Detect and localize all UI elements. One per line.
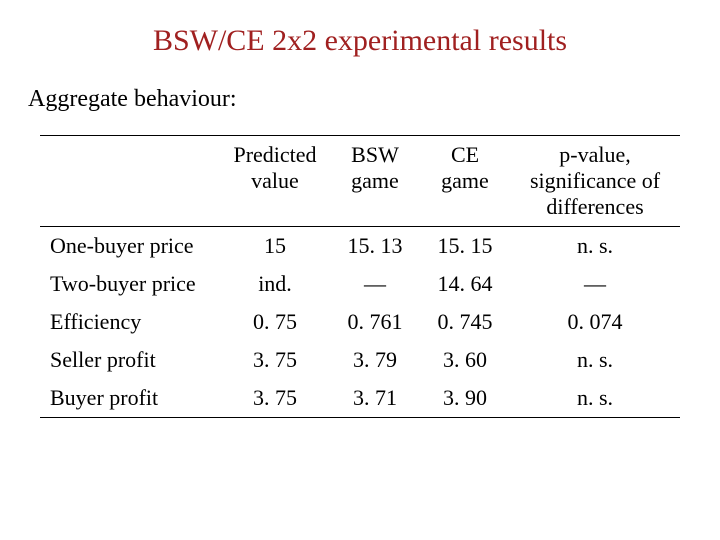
cell-ce: 0. 745 [420,303,510,341]
cell-predicted: 15 [220,227,330,266]
row-label: Buyer profit [40,379,220,418]
table-row: Buyer profit 3. 75 3. 71 3. 90 n. s. [40,379,680,418]
cell-predicted: 3. 75 [220,379,330,418]
cell-pval: — [510,265,680,303]
cell-ce: 15. 15 [420,227,510,266]
row-label: Seller profit [40,341,220,379]
cell-bsw: 15. 13 [330,227,420,266]
cell-predicted: 0. 75 [220,303,330,341]
cell-pval: 0. 074 [510,303,680,341]
table-row: One-buyer price 15 15. 13 15. 15 n. s. [40,227,680,266]
table-row: Seller profit 3. 75 3. 79 3. 60 n. s. [40,341,680,379]
cell-ce: 14. 64 [420,265,510,303]
col-header-ce: CE game [420,136,510,227]
table-body: One-buyer price 15 15. 13 15. 15 n. s. T… [40,227,680,418]
col-header-bsw: BSW game [330,136,420,227]
col-header-empty [40,136,220,227]
cell-pval: n. s. [510,379,680,418]
table-row: Efficiency 0. 75 0. 761 0. 745 0. 074 [40,303,680,341]
page-title: BSW/CE 2x2 experimental results [28,24,692,58]
cell-bsw: — [330,265,420,303]
col-header-pval: p-value, significance of differences [510,136,680,227]
cell-pval: n. s. [510,227,680,266]
cell-ce: 3. 90 [420,379,510,418]
cell-predicted: 3. 75 [220,341,330,379]
cell-predicted: ind. [220,265,330,303]
row-label: Efficiency [40,303,220,341]
cell-ce: 3. 60 [420,341,510,379]
cell-bsw: 3. 79 [330,341,420,379]
table-row: Two-buyer price ind. — 14. 64 — [40,265,680,303]
cell-bsw: 3. 71 [330,379,420,418]
col-header-predicted: Predicted value [220,136,330,227]
row-label: Two-buyer price [40,265,220,303]
section-subtitle: Aggregate behaviour: [28,86,692,113]
cell-bsw: 0. 761 [330,303,420,341]
results-table: Predicted value BSW game CE game p-value… [40,135,680,418]
row-label: One-buyer price [40,227,220,266]
cell-pval: n. s. [510,341,680,379]
